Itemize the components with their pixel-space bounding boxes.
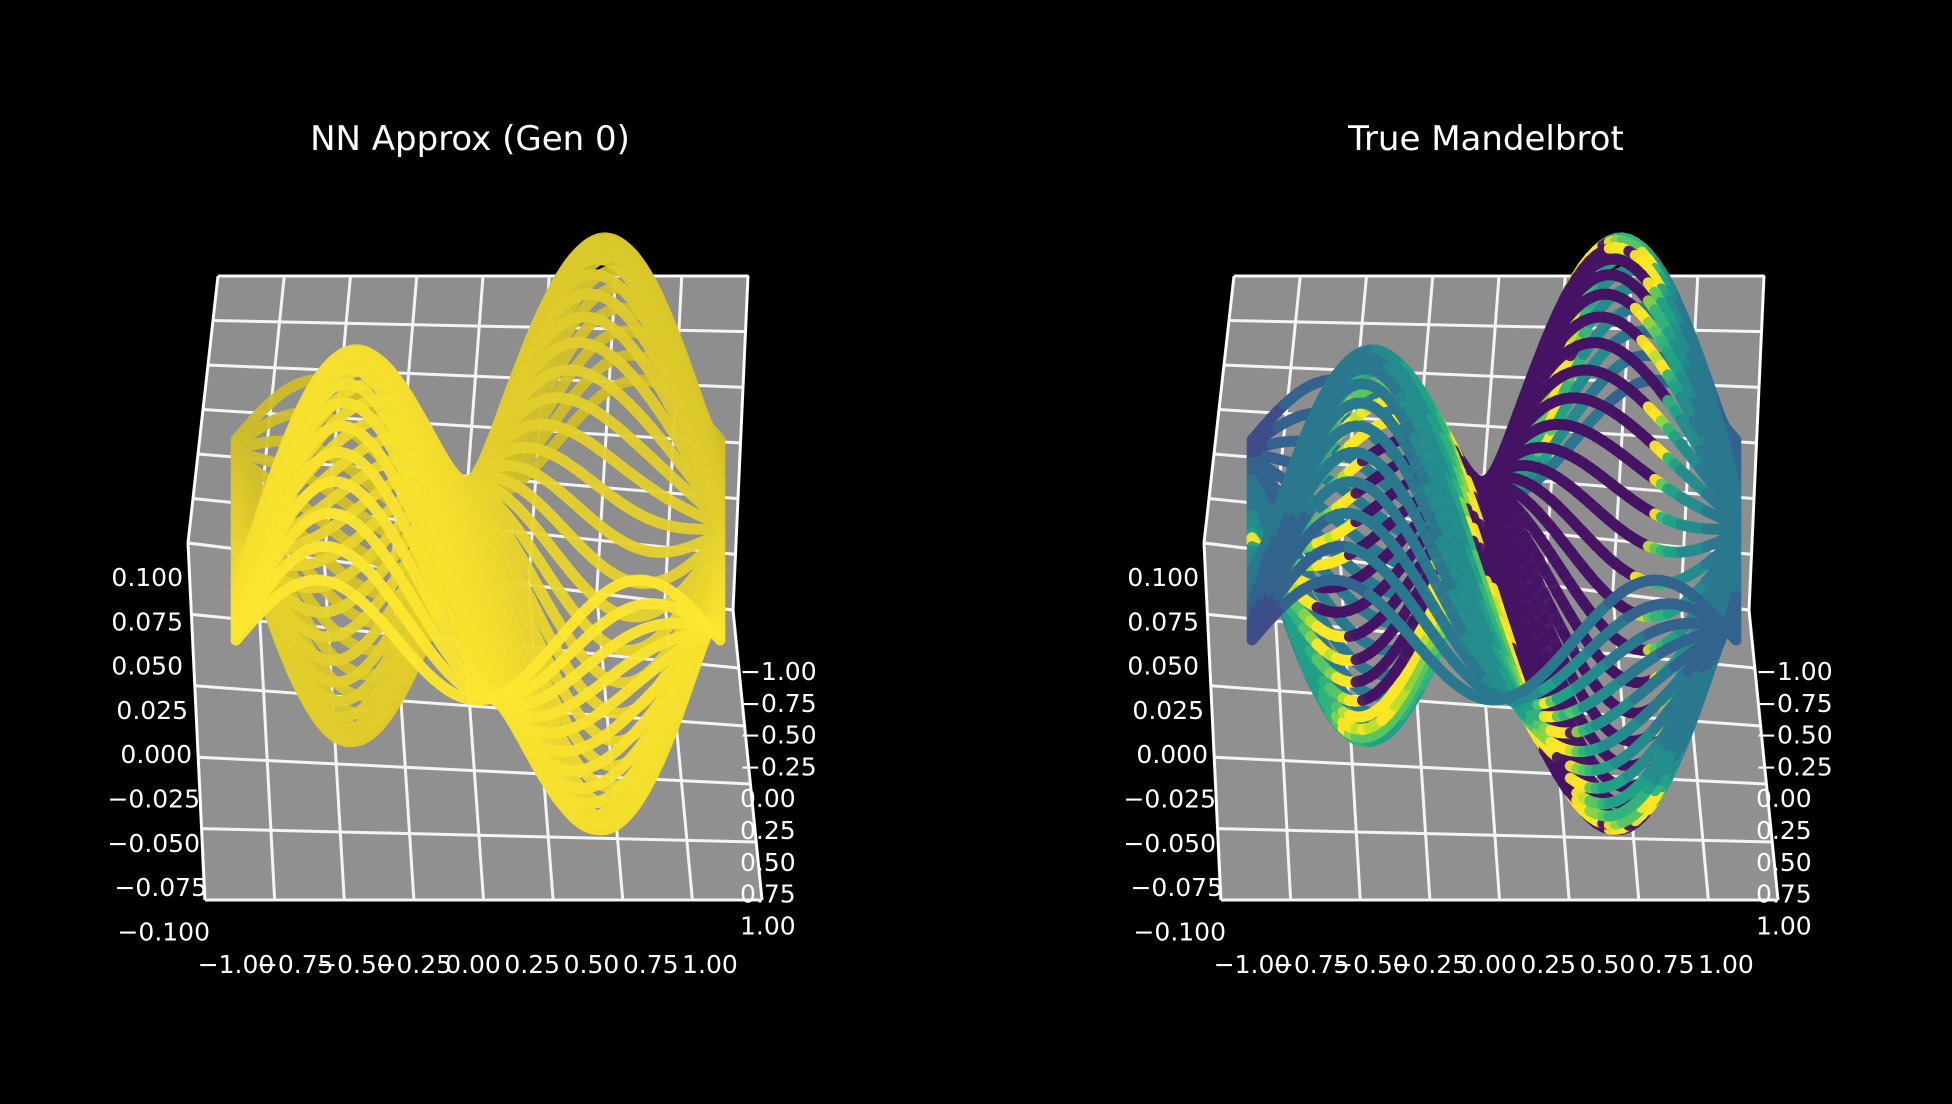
x-tick-label: 0.75 [1639, 950, 1695, 979]
x-tick-label: −1.00 [198, 950, 275, 979]
surface-plot [230, 232, 726, 836]
z-tick-label: −0.025 [107, 785, 200, 814]
y-tick-label: −0.25 [740, 752, 817, 781]
x-tick-label: 1.00 [682, 950, 738, 979]
floor-grid-width [201, 827, 757, 844]
x-tick-label: 0.25 [504, 950, 560, 979]
y-tick-label: 1.00 [740, 911, 796, 940]
chart-title: True Mandelbrot [1347, 119, 1624, 159]
x-tick-label: 0.50 [564, 950, 620, 979]
surface-strip [230, 507, 726, 711]
x-tick-label: −0.50 [316, 950, 393, 979]
right-chart-panel: True Mandelbrot0.1000.0750.0500.0250.000… [1123, 119, 1832, 979]
y-tick-label: 0.00 [1756, 784, 1812, 813]
tick-labels: 0.100 0.075 0.050 0.025 0.000 −0.025 −0.050 −0.… [107, 563, 816, 979]
z-tick-label: −0.050 [1123, 829, 1216, 858]
x-tick-label: 0.50 [1580, 950, 1636, 979]
z-tick-label: 0.000 [1136, 740, 1208, 769]
x-tick-label: −0.75 [1273, 950, 1350, 979]
floor-grid-width [1217, 827, 1773, 844]
x-tick-label: −0.25 [1391, 950, 1468, 979]
x-tick-label: −0.50 [1332, 950, 1409, 979]
x-tick-label: −1.00 [1214, 950, 1291, 979]
floor-grid-width [198, 755, 751, 786]
y-tick-label: 0.25 [1756, 816, 1812, 845]
pane-edge [1202, 275, 1235, 901]
surface-segment [1727, 630, 1742, 646]
z-tick-label: 0.075 [111, 607, 183, 636]
z-tick-label: 0.050 [111, 652, 183, 681]
surface-strip [230, 574, 726, 706]
z-tick-label: −0.100 [1133, 917, 1226, 946]
x-tick-label: −0.75 [257, 950, 334, 979]
y-tick-label: −0.25 [1756, 752, 1833, 781]
y-tick-label: 0.50 [1756, 848, 1812, 877]
pane-edge [186, 275, 219, 901]
surface-plot [1246, 232, 1742, 836]
z-tick-label: 0.100 [1127, 563, 1199, 592]
x-tick-label: 0.00 [1461, 950, 1517, 979]
z-tick-label: 0.000 [120, 740, 192, 769]
y-tick-label: −0.75 [1756, 689, 1833, 718]
x-tick-label: 1.00 [1698, 950, 1754, 979]
z-tick-label: −0.075 [114, 873, 207, 902]
x-tick-label: −0.25 [375, 950, 452, 979]
pane-edge [218, 275, 763, 901]
z-tick-label: −0.100 [117, 917, 210, 946]
y-tick-label: 0.75 [1756, 880, 1812, 909]
y-tick-label: 0.00 [740, 784, 796, 813]
z-tick-label: 0.100 [111, 563, 183, 592]
y-tick-label: −0.75 [740, 689, 817, 718]
y-tick-label: −1.00 [740, 657, 817, 686]
y-tick-label: 1.00 [1756, 911, 1812, 940]
left-chart-panel: NN Approx (Gen 0) 0.100 0.075 0.050 0.025 0.0… [107, 119, 816, 979]
z-tick-label: 0.025 [1132, 696, 1204, 725]
y-tick-label: −0.50 [740, 721, 817, 750]
z-tick-label: 0.025 [116, 696, 188, 725]
x-tick-label: 0.00 [445, 950, 501, 979]
y-tick-label: −0.50 [1756, 721, 1833, 750]
z-tick-label: −0.050 [107, 829, 200, 858]
floor-grid-width [1214, 755, 1767, 786]
pane-edge [1234, 275, 1779, 901]
y-tick-label: 0.25 [740, 816, 796, 845]
z-tick-label: −0.075 [1130, 873, 1223, 902]
x-tick-label: 0.25 [1520, 950, 1576, 979]
z-tick-label: 0.075 [1127, 607, 1199, 636]
x-tick-label: 0.75 [623, 950, 679, 979]
chart-title: NN Approx (Gen 0) [310, 119, 630, 159]
y-tick-label: 0.50 [740, 848, 796, 877]
z-tick-label: −0.025 [1123, 785, 1216, 814]
y-tick-label: −1.00 [1756, 657, 1833, 686]
tick-labels: 0.100 0.075 0.050 0.025 0.000 −0.025 −0.050 −0.… [1123, 563, 1832, 979]
y-tick-label: 0.75 [740, 880, 796, 909]
z-tick-label: 0.050 [1127, 652, 1199, 681]
